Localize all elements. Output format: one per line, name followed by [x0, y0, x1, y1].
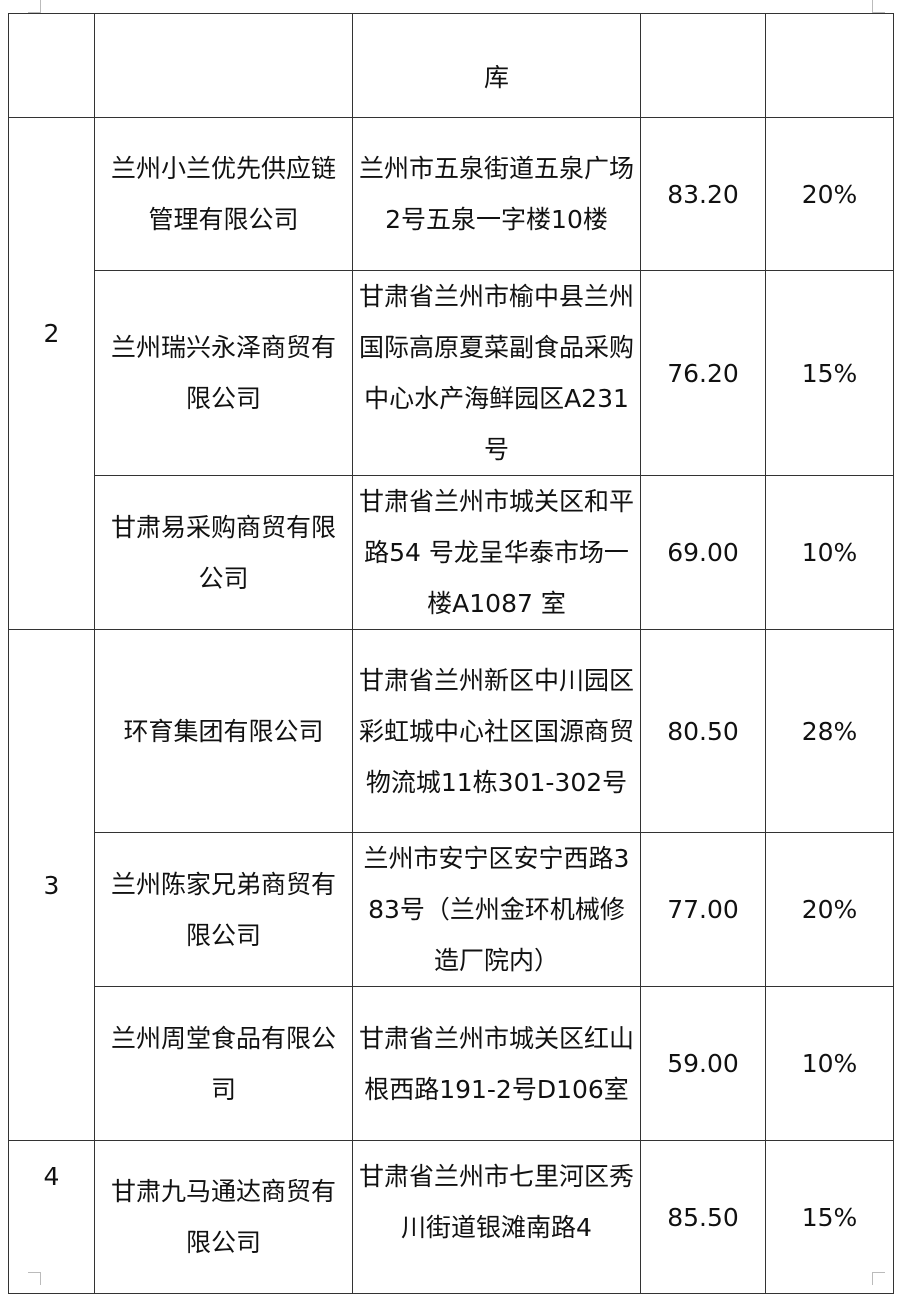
address-cell: 库: [352, 13, 641, 118]
ratio-cell: 15%: [765, 1140, 894, 1294]
table-row: 兰州瑞兴永泽商贸有限公司 甘肃省兰州市榆中县兰州国际高原夏菜副食品采购中心水产海…: [9, 270, 894, 476]
ratio-cell: 20%: [765, 117, 894, 271]
score-cell: 59.00: [640, 986, 766, 1141]
group-no-cell: 3: [8, 629, 95, 1141]
company-cell: [94, 13, 353, 118]
score-cell: 77.00: [640, 832, 766, 987]
score-cell: 83.20: [640, 117, 766, 271]
address-cell: 甘肃省兰州市城关区和平路54 号龙呈华泰市场一楼A1087 室: [352, 475, 641, 630]
company-cell: 兰州小兰优先供应链管理有限公司: [94, 117, 353, 271]
table-row: 2 兰州小兰优先供应链管理有限公司 兰州市五泉街道五泉广场2号五泉一字楼10楼 …: [8, 117, 894, 630]
ratio-cell: 20%: [765, 832, 894, 987]
address-cell: 兰州市安宁区安宁西路383号（兰州金环机械修造厂院内）: [352, 832, 641, 987]
ratio-cell: 10%: [765, 475, 894, 630]
address-cell: 甘肃省兰州市七里河区秀川街道银滩南路4: [352, 1140, 641, 1294]
table-row: 库: [8, 13, 894, 118]
address-cell: 甘肃省兰州市榆中县兰州国际高原夏菜副食品采购中心水产海鲜园区A231号: [352, 270, 641, 476]
company-cell: 甘肃九马通达商贸有限公司: [94, 1140, 353, 1294]
score-cell: [640, 13, 766, 118]
ratio-cell: 15%: [765, 270, 894, 476]
company-cell: 环育集团有限公司: [94, 629, 353, 833]
table-row: 兰州周堂食品有限公司 甘肃省兰州市城关区红山根西路191-2号D106室 59.…: [9, 986, 894, 1141]
no-cell: [8, 13, 95, 118]
supplier-table: 库 2 兰州小兰优先供应链管理有限公司 兰州市五泉街道五泉广场2号五泉一字楼10…: [8, 13, 894, 1294]
table-row: 甘肃易采购商贸有限公司 甘肃省兰州市城关区和平路54 号龙呈华泰市场一楼A108…: [9, 475, 894, 630]
ratio-cell: [765, 13, 894, 118]
table-row: 3 环育集团有限公司 甘肃省兰州新区中川园区彩虹城中心社区国源商贸物流城11栋3…: [8, 629, 894, 1141]
ratio-cell: 10%: [765, 986, 894, 1141]
table-row: 4 甘肃九马通达商贸有限公司 甘肃省兰州市七里河区秀川街道银滩南路4 85.50…: [8, 1140, 894, 1294]
score-cell: 69.00: [640, 475, 766, 630]
company-cell: 兰州陈家兄弟商贸有限公司: [94, 832, 353, 987]
ratio-cell: 28%: [765, 629, 894, 833]
score-cell: 80.50: [640, 629, 766, 833]
score-cell: 76.20: [640, 270, 766, 476]
score-cell: 85.50: [640, 1140, 766, 1294]
address-cell: 甘肃省兰州新区中川园区彩虹城中心社区国源商贸物流城11栋301-302号: [352, 629, 641, 833]
page-corner-mark: [872, 0, 885, 13]
address-cell: 兰州市五泉街道五泉广场2号五泉一字楼10楼: [352, 117, 641, 271]
group-no-cell: 4: [8, 1140, 95, 1294]
page-corner-mark: [28, 0, 41, 13]
company-cell: 兰州周堂食品有限公司: [94, 986, 353, 1141]
company-cell: 兰州瑞兴永泽商贸有限公司: [94, 270, 353, 476]
group-no-cell: 2: [8, 117, 95, 630]
company-cell: 甘肃易采购商贸有限公司: [94, 475, 353, 630]
table-row: 兰州陈家兄弟商贸有限公司 兰州市安宁区安宁西路383号（兰州金环机械修造厂院内）…: [9, 832, 894, 987]
address-cell: 甘肃省兰州市城关区红山根西路191-2号D106室: [352, 986, 641, 1141]
